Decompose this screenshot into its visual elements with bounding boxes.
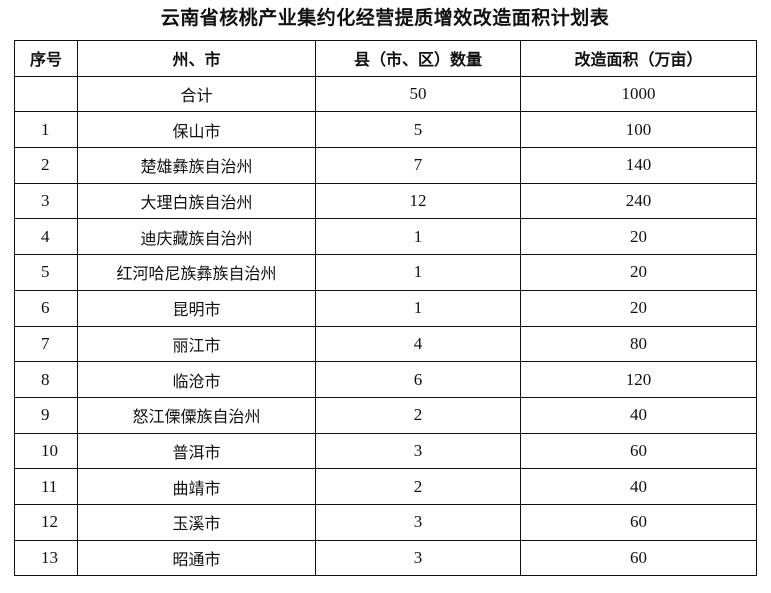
row-county-count: 2 xyxy=(315,396,521,434)
row-prefecture: 红河哈尼族彝族自治州 xyxy=(77,254,316,291)
row-county-count: 1 xyxy=(315,218,521,256)
row-county-count: 12 xyxy=(315,182,521,220)
row-area: 240 xyxy=(520,182,757,220)
row-no: 9 xyxy=(14,396,78,434)
table-row: 12 玉溪市 3 60 xyxy=(14,503,757,541)
row-area: 60 xyxy=(520,432,757,470)
row-county-count: 4 xyxy=(315,325,521,363)
row-area: 40 xyxy=(520,396,757,434)
row-prefecture: 昆明市 xyxy=(77,289,316,327)
row-prefecture: 临沧市 xyxy=(77,361,316,398)
row-area: 20 xyxy=(520,254,757,291)
row-no: 6 xyxy=(14,289,78,327)
row-county-count: 3 xyxy=(315,432,521,470)
table-row: 9 怒江傈僳族自治州 2 40 xyxy=(14,396,757,434)
table-row: 11 曲靖市 2 40 xyxy=(14,468,757,505)
row-area: 140 xyxy=(520,147,757,184)
total-count: 50 xyxy=(315,75,521,113)
table-row: 3 大理白族自治州 12 240 xyxy=(14,182,757,220)
row-prefecture: 普洱市 xyxy=(77,432,316,470)
row-county-count: 6 xyxy=(315,361,521,398)
total-no xyxy=(14,75,78,113)
table-row: 8 临沧市 6 120 xyxy=(14,361,757,398)
row-county-count: 1 xyxy=(315,254,521,291)
row-no: 7 xyxy=(14,325,78,363)
page-title: 云南省核桃产业集约化经营提质增效改造面积计划表 xyxy=(160,7,610,29)
row-area: 40 xyxy=(520,468,757,505)
row-no: 5 xyxy=(14,254,78,291)
row-prefecture: 迪庆藏族自治州 xyxy=(77,218,316,256)
row-prefecture: 曲靖市 xyxy=(77,468,316,505)
row-area: 20 xyxy=(520,218,757,256)
row-prefecture: 保山市 xyxy=(77,111,316,149)
row-county-count: 2 xyxy=(315,468,521,505)
row-prefecture: 楚雄彝族自治州 xyxy=(77,147,316,184)
table-row: 6 昆明市 1 20 xyxy=(14,289,757,327)
row-area: 60 xyxy=(520,503,757,541)
row-no: 8 xyxy=(14,361,78,398)
table-header-row: 序号 州、市 县（市、区）数量 改造面积（万亩） xyxy=(14,40,757,77)
row-no: 3 xyxy=(14,182,78,220)
row-county-count: 7 xyxy=(315,147,521,184)
header-area: 改造面积（万亩） xyxy=(520,40,757,77)
row-no: 13 xyxy=(14,539,78,577)
total-area: 1000 xyxy=(520,75,757,113)
row-prefecture: 大理白族自治州 xyxy=(77,182,316,220)
row-prefecture: 玉溪市 xyxy=(77,503,316,541)
row-no: 4 xyxy=(14,218,78,256)
table-row: 2 楚雄彝族自治州 7 140 xyxy=(14,147,757,184)
row-prefecture: 丽江市 xyxy=(77,325,316,363)
row-no: 2 xyxy=(14,147,78,184)
table-row: 1 保山市 5 100 xyxy=(14,111,757,149)
header-county-count: 县（市、区）数量 xyxy=(315,40,521,77)
table-row: 4 迪庆藏族自治州 1 20 xyxy=(14,218,757,256)
row-county-count: 5 xyxy=(315,111,521,149)
table-row: 5 红河哈尼族彝族自治州 1 20 xyxy=(14,254,757,291)
row-county-count: 3 xyxy=(315,503,521,541)
header-no: 序号 xyxy=(14,40,78,77)
row-area: 80 xyxy=(520,325,757,363)
row-area: 100 xyxy=(520,111,757,149)
row-no: 12 xyxy=(14,503,78,541)
total-label: 合计 xyxy=(77,75,316,113)
row-no: 10 xyxy=(14,432,78,470)
table-row: 10 普洱市 3 60 xyxy=(14,432,757,470)
row-no: 1 xyxy=(14,111,78,149)
table-row: 13 昭通市 3 60 xyxy=(14,539,757,577)
row-area: 20 xyxy=(520,289,757,327)
header-prefecture: 州、市 xyxy=(77,40,316,77)
row-no: 11 xyxy=(14,468,78,505)
row-prefecture: 怒江傈僳族自治州 xyxy=(77,396,316,434)
row-county-count: 3 xyxy=(315,539,521,577)
row-area: 120 xyxy=(520,361,757,398)
row-county-count: 1 xyxy=(315,289,521,327)
plan-table: 序号 州、市 县（市、区）数量 改造面积（万亩） 合计 50 1000 1 保山市… xyxy=(14,40,757,577)
row-area: 60 xyxy=(520,539,757,577)
table-row: 7 丽江市 4 80 xyxy=(14,325,757,363)
total-row: 合计 50 1000 xyxy=(14,75,757,113)
row-prefecture: 昭通市 xyxy=(77,539,316,577)
